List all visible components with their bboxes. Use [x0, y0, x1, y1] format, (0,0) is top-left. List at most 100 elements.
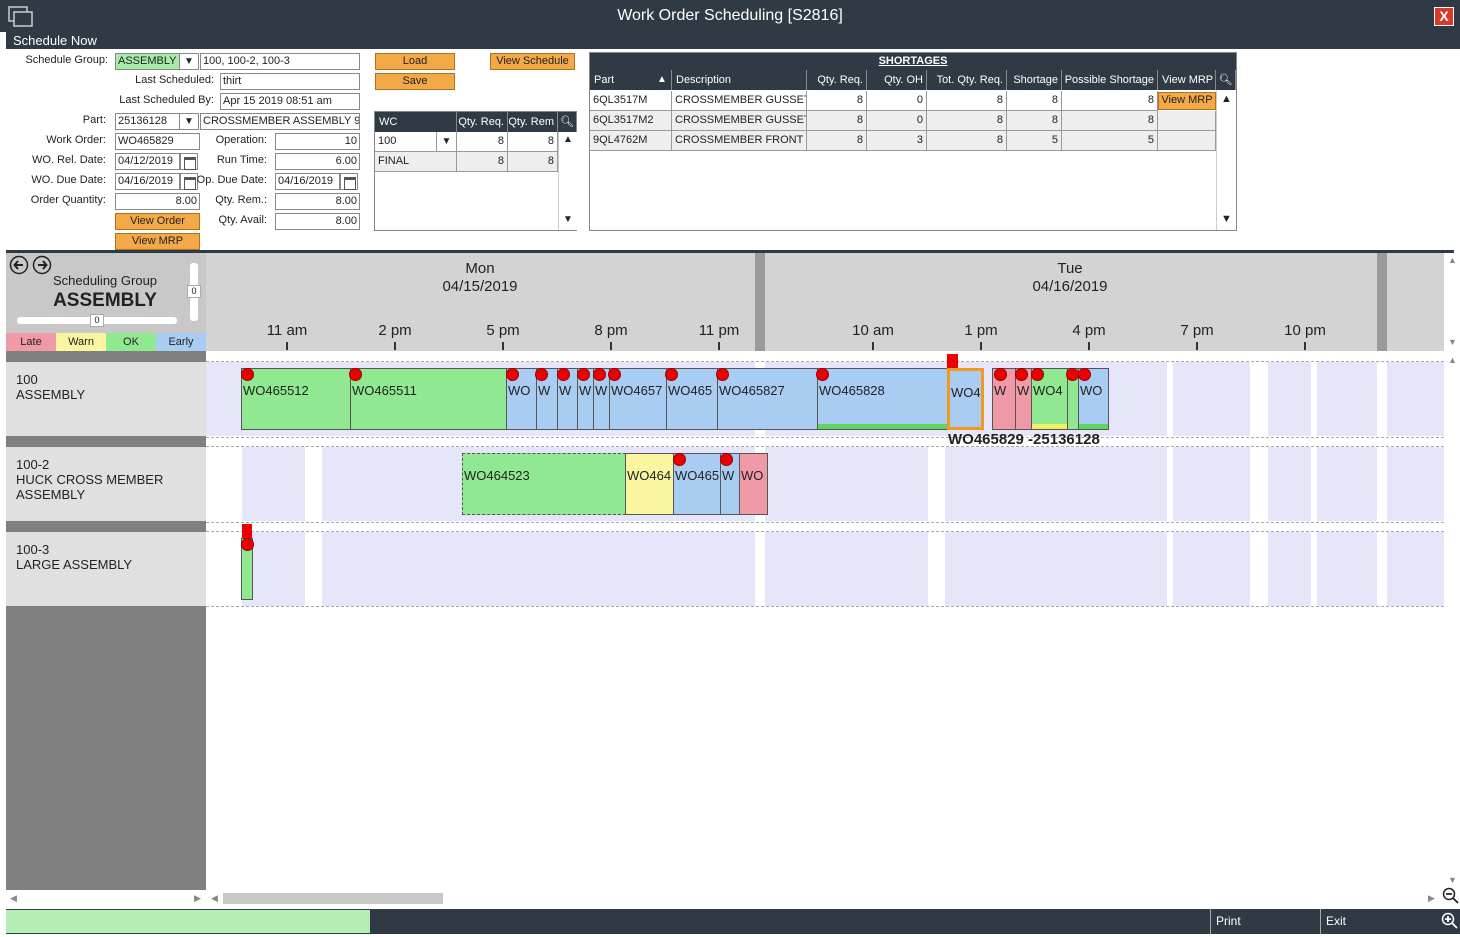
part-cell[interactable]: 6QL3517M2	[590, 111, 672, 131]
gantt-horizontal-scrollbar[interactable]: ◀ ▶	[206, 890, 1440, 907]
qty-req-header[interactable]: Qty. Req.	[807, 70, 867, 90]
work-order-bar-selected[interactable]: WO4	[947, 368, 984, 430]
view-schedule-button[interactable]: View Schedule	[490, 53, 575, 70]
work-order-bar[interactable]: WO465827	[717, 368, 818, 430]
tot-qty-req-header[interactable]: Tot. Qty. Req.	[927, 70, 1007, 90]
possible-shortage-header[interactable]: Possible Shortage	[1062, 70, 1158, 90]
scroll-up-icon[interactable]: ▲	[1448, 355, 1457, 365]
wc-cell[interactable]: FINAL	[375, 152, 457, 172]
qty-oh-header[interactable]: Qty. OH	[867, 70, 927, 90]
save-button[interactable]: Save	[375, 73, 455, 90]
label-horizontal-scrollbar[interactable]: ◀ ▶	[6, 890, 206, 907]
alert-dot[interactable]	[716, 368, 729, 381]
scroll-up-icon[interactable]: ▲	[563, 134, 573, 145]
alert-dot[interactable]	[673, 453, 686, 466]
arrow-left-icon[interactable]	[9, 255, 29, 278]
alert-dot[interactable]	[241, 538, 254, 551]
operation-field[interactable]: 10	[275, 133, 360, 150]
scroll-thumb[interactable]	[223, 893, 443, 904]
alert-dot[interactable]	[535, 368, 548, 381]
chevron-down-icon[interactable]: ▼	[179, 113, 199, 130]
search-icon[interactable]: 🔍︎	[1216, 70, 1236, 90]
scroll-down-icon[interactable]: ▼	[1221, 213, 1232, 225]
view-mrp-row-button[interactable]: View MRP	[1158, 92, 1216, 110]
horizontal-slider-thumb[interactable]: 0	[90, 314, 104, 327]
calendar-icon[interactable]	[180, 153, 198, 170]
scroll-right-icon[interactable]: ▶	[194, 893, 201, 903]
work-order-bar[interactable]: WO465512	[241, 368, 351, 430]
wc-scrollbar[interactable]: ▲ ▼	[558, 132, 577, 230]
lane-divider	[206, 522, 1444, 523]
search-icon[interactable]: 🔍︎	[558, 112, 577, 132]
alert-dot[interactable]	[816, 368, 829, 381]
scroll-left-icon[interactable]: ◀	[211, 893, 218, 903]
scroll-down-icon[interactable]: ▼	[563, 214, 573, 225]
scroll-down-icon[interactable]: ▼	[1448, 337, 1457, 347]
shortages-scrollbar[interactable]: ▲ ▼	[1216, 91, 1236, 230]
chevron-down-icon[interactable]: ▼	[437, 132, 457, 152]
qty-req-header[interactable]: Qty. Req.	[457, 112, 508, 132]
work-order-field[interactable]: WO465829	[115, 133, 200, 150]
arrow-right-icon[interactable]	[32, 255, 52, 278]
shortage-header[interactable]: Shortage	[1007, 70, 1062, 90]
print-button[interactable]: Print	[1210, 909, 1318, 934]
part-cell[interactable]: 9QL4762M	[590, 131, 672, 151]
scroll-down-icon[interactable]: ▼	[1448, 875, 1457, 885]
work-order-bar[interactable]: WO	[739, 453, 768, 515]
run-time-field[interactable]: 6.00	[275, 153, 360, 170]
work-order-bar[interactable]: WO465828	[817, 368, 948, 430]
alert-dot[interactable]	[349, 368, 362, 381]
vertical-slider-thumb[interactable]: 0	[187, 285, 201, 298]
calendar-icon[interactable]	[340, 173, 358, 190]
qty-rem-header[interactable]: Qty. Rem	[508, 112, 558, 132]
shortages-panel: SHORTAGES Part ▲ Description Qty. Req. Q…	[589, 52, 1237, 231]
work-order-bar[interactable]: WO464523	[462, 453, 626, 515]
hour-tick	[1088, 342, 1090, 350]
calendar-icon[interactable]	[180, 173, 198, 190]
close-button[interactable]: X	[1434, 7, 1454, 26]
possible-shortage-cell: 5	[1062, 131, 1158, 151]
wo-due-date-field[interactable]: 04/16/2019	[115, 173, 180, 190]
view-mrp-button[interactable]: View MRP	[115, 233, 200, 250]
alert-dot[interactable]	[1015, 368, 1028, 381]
zoom-out-icon[interactable]	[1442, 887, 1460, 908]
alert-dot[interactable]	[720, 453, 733, 466]
alert-dot[interactable]	[577, 368, 590, 381]
wc-cell[interactable]: 100	[375, 132, 437, 152]
order-quantity-field[interactable]: 8.00	[115, 193, 200, 210]
schedule-group-select[interactable]: ASSEMBLY	[115, 53, 180, 70]
exit-button[interactable]: Exit	[1320, 909, 1430, 934]
qty-req-cell: 8	[807, 131, 867, 151]
gantt-vertical-scrollbar[interactable]: ▲ ▼ ▲ ▼	[1444, 253, 1460, 890]
view-order-button[interactable]: View Order	[115, 213, 200, 230]
alert-dot[interactable]	[608, 368, 621, 381]
load-button[interactable]: Load	[375, 53, 455, 70]
scroll-up-icon[interactable]: ▲	[1221, 93, 1232, 105]
description-header[interactable]: Description	[672, 70, 807, 90]
alert-dot[interactable]	[1031, 368, 1044, 381]
zoom-in-icon[interactable]	[1441, 912, 1459, 933]
wc-header[interactable]: WC	[375, 112, 457, 132]
alert-dot[interactable]	[506, 368, 519, 381]
scroll-left-icon[interactable]: ◀	[10, 893, 17, 903]
alert-dot[interactable]	[593, 368, 606, 381]
alert-dot[interactable]	[1078, 368, 1091, 381]
alert-dot[interactable]	[557, 368, 570, 381]
op-due-date-field[interactable]: 04/16/2019	[275, 173, 340, 190]
scroll-right-icon[interactable]: ▶	[1428, 893, 1435, 903]
part-header[interactable]: Part	[590, 70, 672, 90]
wo-rel-date-field[interactable]: 04/12/2019	[115, 153, 180, 170]
alert-dot[interactable]	[665, 368, 678, 381]
day-header-tue: Tue 04/16/2019	[1010, 260, 1130, 296]
part-field[interactable]: 25136128	[115, 113, 180, 130]
view-mrp-header[interactable]: View MRP	[1158, 70, 1216, 90]
alert-dot[interactable]	[241, 368, 254, 381]
qty-oh-cell: 3	[867, 131, 927, 151]
scroll-up-icon[interactable]: ▲	[1448, 255, 1457, 265]
alert-dot[interactable]	[994, 368, 1007, 381]
qty-req-cell: 8	[457, 132, 508, 152]
chevron-down-icon[interactable]: ▼	[179, 53, 199, 70]
work-order-bar[interactable]: WO464	[625, 453, 674, 515]
work-order-bar[interactable]: WO465511	[350, 368, 507, 430]
part-cell[interactable]: 6QL3517M	[590, 91, 672, 111]
